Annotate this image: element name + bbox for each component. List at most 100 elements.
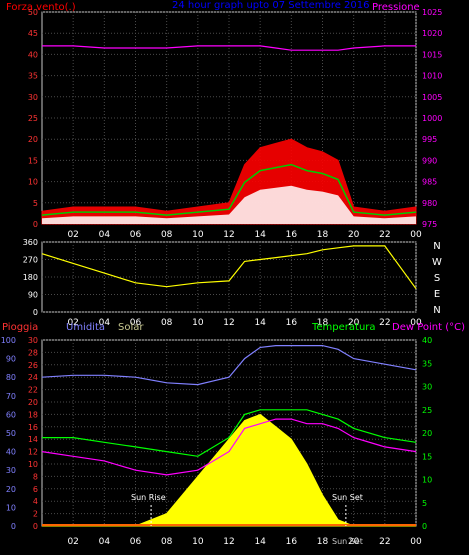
- x-tick-label: 06: [130, 537, 142, 547]
- x-tick-label: 16: [286, 318, 298, 328]
- y-tick-label: 40: [422, 336, 432, 345]
- x-tick-label: 08: [161, 230, 173, 240]
- y-tick-label: 15: [422, 452, 432, 461]
- wind-pressure-panel: Forza vento(.) 24 hour graph upto 07 Set…: [6, 0, 442, 240]
- x-tick-label: 20: [348, 318, 360, 328]
- y-tick-label: 1000: [422, 114, 442, 123]
- dewpoint-label: Dew Point (°C): [392, 322, 465, 333]
- y-tick-label: 22: [28, 386, 38, 395]
- humidity-label: Umidita: [66, 322, 105, 333]
- y-tick-label: 10: [28, 460, 38, 469]
- x-tick-label: 02: [67, 318, 78, 328]
- direction-label: E: [434, 289, 440, 300]
- x-tick-label: 10: [192, 318, 204, 328]
- x-tick-label: 02: [67, 537, 78, 547]
- y-tick-label: 50: [6, 429, 16, 438]
- x-tick-label: 10: [192, 230, 204, 240]
- y-tick-label: 28: [28, 348, 38, 357]
- y-tick-label: 990: [422, 156, 437, 165]
- top-title: 24 hour graph upto 07 Settembre 2016: [172, 0, 370, 11]
- direction-label: N: [433, 241, 440, 252]
- y-tick-label: 90: [6, 355, 16, 364]
- x-tick-label: 06: [130, 230, 142, 240]
- y-tick-label: 5: [422, 499, 427, 508]
- x-tick-label: 14: [254, 537, 266, 547]
- y-tick-label: 1010: [422, 72, 442, 81]
- y-tick-label: 2: [33, 510, 38, 519]
- y-tick-label: 985: [422, 178, 437, 187]
- pressure-series: [42, 45, 416, 51]
- y-tick-label: 0: [33, 308, 38, 317]
- x-tick-label: 08: [161, 318, 173, 328]
- y-tick-label: 10: [6, 503, 16, 512]
- y-tick-label: 20: [28, 398, 38, 407]
- y-tick-label: 45: [28, 29, 38, 38]
- x-tick-label: 04: [99, 537, 111, 547]
- y-tick-label: 20: [28, 135, 38, 144]
- humidity-series: [41, 345, 417, 386]
- y-tick-label: 40: [28, 50, 38, 59]
- y-tick-label: 60: [6, 410, 16, 419]
- y-tick-label: 18: [28, 410, 38, 419]
- y-tick-label: 180: [23, 273, 38, 282]
- y-tick-label: 80: [6, 373, 16, 382]
- y-tick-label: 360: [23, 238, 38, 247]
- y-tick-label: 30: [6, 466, 16, 475]
- y-tick-label: 1005: [422, 93, 442, 102]
- y-tick-label: 8: [33, 472, 38, 481]
- y-tick-label: 30: [28, 93, 38, 102]
- y-tick-label: 20: [6, 485, 16, 494]
- y-tick-label: 1015: [422, 50, 442, 59]
- y-tick-label: 995: [422, 135, 437, 144]
- wind-average-series: [41, 163, 417, 216]
- y-tick-label: 26: [28, 361, 38, 370]
- x-tick-label: 14: [254, 318, 266, 328]
- y-tick-label: 10: [422, 476, 432, 485]
- y-tick-label: 12: [28, 448, 38, 457]
- temperature-label: Temperatura: [311, 322, 376, 333]
- x-tick-label: 16: [286, 537, 298, 547]
- x-tick-label: 00: [410, 537, 422, 547]
- x-tick-label: 12: [223, 318, 234, 328]
- sun-set-axis-label: Sun Set: [332, 537, 363, 546]
- y-tick-label: 35: [422, 359, 432, 368]
- x-tick-label: 22: [379, 537, 390, 547]
- x-tick-label: 08: [161, 537, 173, 547]
- x-tick-label: 10: [192, 537, 204, 547]
- x-tick-label: 04: [99, 230, 111, 240]
- x-tick-label: 02: [67, 230, 78, 240]
- y-tick-label: 975: [422, 220, 437, 229]
- x-tick-label: 16: [286, 230, 298, 240]
- y-tick-label: 50: [28, 8, 38, 17]
- y-tick-label: 14: [28, 435, 38, 444]
- x-tick-label: 14: [254, 230, 266, 240]
- direction-label: N: [433, 305, 440, 316]
- y-tick-label: 90: [28, 291, 38, 300]
- y-tick-label: 70: [6, 392, 16, 401]
- x-tick-label: 00: [410, 230, 422, 240]
- y-tick-label: 25: [422, 406, 432, 415]
- y-tick-label: 30: [422, 383, 432, 392]
- y-tick-label: 24: [28, 373, 38, 382]
- wind-label: Forza vento(.): [6, 2, 76, 13]
- y-tick-label: 10: [28, 178, 38, 187]
- y-tick-label: 0: [422, 522, 427, 531]
- x-tick-label: 20: [348, 230, 360, 240]
- y-tick-label: 270: [23, 256, 38, 265]
- x-tick-label: 00: [410, 318, 422, 328]
- x-tick-label: 22: [379, 230, 390, 240]
- y-tick-label: 30: [28, 336, 38, 345]
- x-tick-label: 12: [223, 537, 234, 547]
- sun-rise-label: Sun Rise: [131, 493, 166, 502]
- temp-humidity-panel: Pioggia Umidita Solar Temperatura Dew Po…: [1, 322, 465, 547]
- direction-label: W: [432, 257, 442, 268]
- solar-label: Solar: [118, 322, 144, 333]
- y-tick-label: 1020: [422, 29, 442, 38]
- x-tick-label: 18: [317, 537, 329, 547]
- y-tick-label: 20: [422, 429, 432, 438]
- y-tick-label: 0: [33, 220, 38, 229]
- wind-direction-series: [41, 245, 417, 290]
- x-tick-label: 18: [317, 230, 329, 240]
